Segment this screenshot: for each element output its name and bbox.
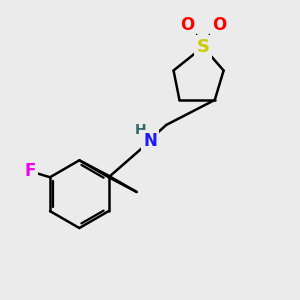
Text: O: O [212, 16, 226, 34]
Text: N: N [143, 132, 157, 150]
Text: H: H [135, 123, 146, 137]
Text: S: S [196, 38, 209, 56]
Text: O: O [180, 16, 194, 34]
Text: F: F [25, 162, 36, 180]
